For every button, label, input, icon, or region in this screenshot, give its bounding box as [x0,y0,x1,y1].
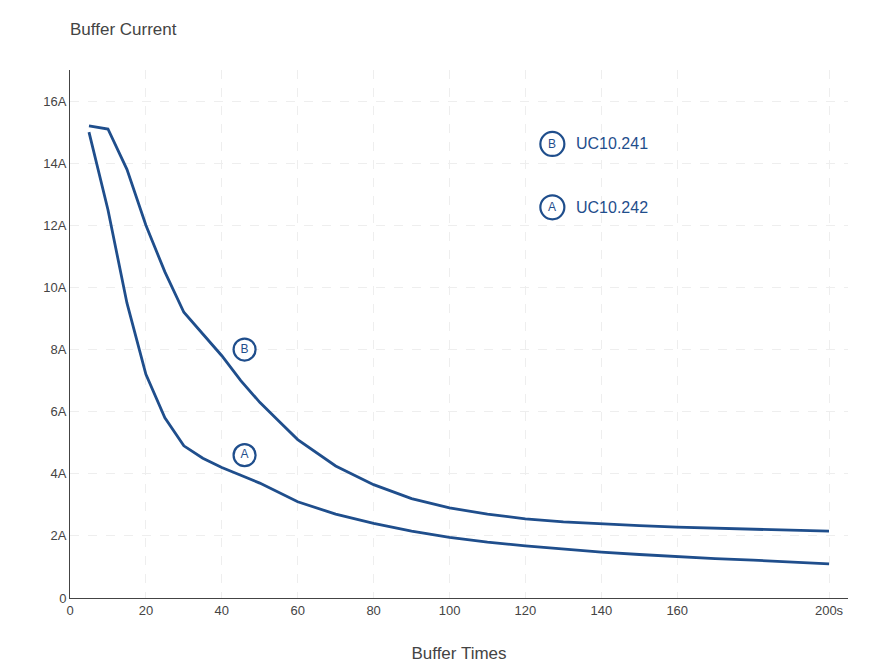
svg-text:160: 160 [666,603,688,618]
svg-text:A: A [241,447,249,461]
svg-text:Buffer Times: Buffer Times [411,644,506,663]
svg-text:12A: 12A [43,218,66,233]
svg-text:A: A [548,200,556,214]
svg-text:6A: 6A [50,404,66,419]
svg-text:16A: 16A [43,94,66,109]
svg-text:120: 120 [515,603,537,618]
svg-text:2A: 2A [50,528,66,543]
svg-text:8A: 8A [50,342,66,357]
svg-text:0: 0 [59,591,66,606]
svg-text:40: 40 [215,603,229,618]
svg-text:UC10.242: UC10.242 [576,199,648,216]
svg-text:UC10.241: UC10.241 [576,135,648,152]
svg-text:10A: 10A [43,280,66,295]
svg-text:80: 80 [366,603,380,618]
svg-text:0: 0 [66,603,73,618]
svg-text:Buffer Current: Buffer Current [70,20,177,39]
svg-text:B: B [548,137,556,151]
svg-text:200s: 200s [815,603,844,618]
svg-text:B: B [241,342,249,356]
svg-text:4A: 4A [50,466,66,481]
svg-text:60: 60 [290,603,304,618]
svg-text:140: 140 [590,603,612,618]
svg-text:100: 100 [439,603,461,618]
svg-text:14A: 14A [43,156,66,171]
svg-text:20: 20 [139,603,153,618]
